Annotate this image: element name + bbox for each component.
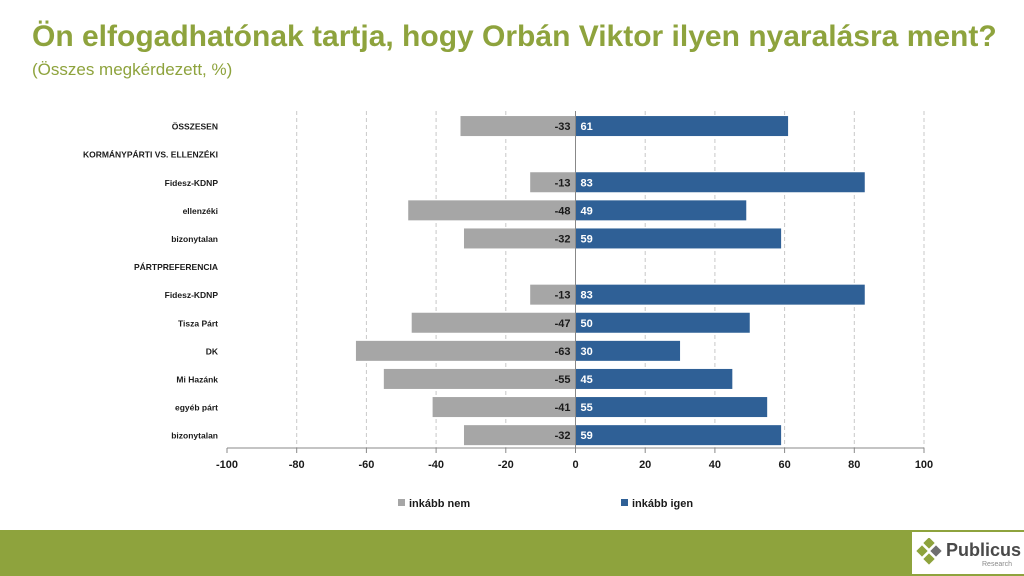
category-label: bizonytalan xyxy=(171,234,218,244)
category-label: ÖSSZESEN xyxy=(172,122,218,132)
data-label-inkabb-igen: 61 xyxy=(581,121,593,133)
publicus-logo: Publicus Research xyxy=(912,532,1024,574)
logo-brand-name: Publicus xyxy=(946,540,1022,560)
diverging-bar-chart: -33 61 -13 83 -48 49 -32 59 -13 83 -47 50 -63 30 -55 45… xyxy=(83,111,933,510)
category-label: ellenzéki xyxy=(183,206,218,216)
category-label: DK xyxy=(206,346,219,356)
bar-inkabb-nem xyxy=(383,368,576,389)
bar-inkabb-igen xyxy=(575,397,768,418)
bar-inkabb-nem xyxy=(530,172,576,193)
publicus-logo-icon xyxy=(916,538,942,565)
logo-brand-sub: Research xyxy=(982,561,1012,568)
bar-inkabb-igen xyxy=(575,200,747,221)
legend-label: inkább igen xyxy=(632,498,693,510)
bars: -33 61 -13 83 -48 49 -32 59 -13 83 -47 50 -63 30 -55 45… xyxy=(355,116,865,446)
data-label-inkabb-igen: 50 xyxy=(581,318,593,330)
x-tick-label: -100 xyxy=(216,459,238,471)
bar-inkabb-igen xyxy=(575,312,750,333)
bar-inkabb-igen xyxy=(575,425,782,446)
data-label-inkabb-igen: 49 xyxy=(581,205,593,217)
bar-inkabb-nem xyxy=(355,340,576,361)
data-label-inkabb-nem: -63 xyxy=(555,346,571,358)
category-label: Tisza Párt xyxy=(178,318,218,328)
bar-inkabb-nem xyxy=(408,200,576,221)
chart-subtitle: (Összes megkérdezett, %) xyxy=(32,60,233,79)
bar-inkabb-igen xyxy=(575,228,782,249)
category-label: Fidesz-KDNP xyxy=(165,290,219,300)
data-label-inkabb-nem: -55 xyxy=(555,374,571,386)
bar-inkabb-nem xyxy=(432,397,576,418)
bar-inkabb-nem xyxy=(411,312,576,333)
x-tick-label: 20 xyxy=(639,459,651,471)
data-label-inkabb-nem: -47 xyxy=(555,318,571,330)
chart-title: Ön elfogadhatónak tartja, hogy Orbán Vik… xyxy=(32,20,997,53)
data-label-inkabb-igen: 30 xyxy=(581,346,593,358)
category-labels: ÖSSZESEN KORMÁNYPÁRTI VS. ELLENZÉKI Fidesz… xyxy=(83,122,219,441)
bar-inkabb-igen xyxy=(575,340,681,361)
category-label: Fidesz-KDNP xyxy=(165,178,219,188)
x-tick-label: 40 xyxy=(709,459,721,471)
x-tick-label: -40 xyxy=(428,459,444,471)
x-tick-label: 60 xyxy=(778,459,790,471)
data-label-inkabb-nem: -13 xyxy=(555,177,571,189)
category-label: PÁRTPREFERENCIA xyxy=(134,262,218,272)
footer-bar xyxy=(0,530,1024,576)
bar-inkabb-igen xyxy=(575,284,865,305)
category-label: bizonytalan xyxy=(171,431,218,441)
data-label-inkabb-igen: 45 xyxy=(581,374,593,386)
data-label-inkabb-igen: 83 xyxy=(581,290,593,302)
gridlines xyxy=(296,111,925,448)
bar-inkabb-igen xyxy=(575,368,733,389)
data-label-inkabb-nem: -33 xyxy=(555,121,571,133)
x-tick-label: 100 xyxy=(915,459,933,471)
x-tick-label: -60 xyxy=(358,459,374,471)
category-label: KORMÁNYPÁRTI VS. ELLENZÉKI xyxy=(83,150,218,160)
legend-swatch xyxy=(398,499,405,506)
data-label-inkabb-nem: -41 xyxy=(555,402,571,414)
legend-swatch xyxy=(621,499,628,506)
bar-inkabb-nem xyxy=(530,284,576,305)
legend: inkább nem inkább igen xyxy=(398,498,693,510)
data-label-inkabb-igen: 59 xyxy=(581,430,593,442)
data-label-inkabb-igen: 55 xyxy=(581,402,593,414)
x-tick-label: 0 xyxy=(572,459,578,471)
category-label: Mi Hazánk xyxy=(176,374,218,384)
x-axis: -100 -80 -60 -40 -20 0 20 40 60 80 100 xyxy=(216,111,933,471)
data-label-inkabb-nem: -32 xyxy=(555,430,571,442)
data-label-inkabb-nem: -48 xyxy=(555,205,571,217)
x-tick-label: -80 xyxy=(289,459,305,471)
data-label-inkabb-nem: -13 xyxy=(555,290,571,302)
bar-inkabb-nem xyxy=(463,425,576,446)
category-label: egyéb párt xyxy=(175,403,218,413)
legend-label: inkább nem xyxy=(409,498,470,510)
x-tick-label: 80 xyxy=(848,459,860,471)
data-label-inkabb-igen: 83 xyxy=(581,177,593,189)
bar-inkabb-nem xyxy=(460,116,576,137)
bar-inkabb-igen xyxy=(575,116,789,137)
bar-inkabb-nem xyxy=(463,228,576,249)
data-label-inkabb-igen: 59 xyxy=(581,233,593,245)
bar-inkabb-igen xyxy=(575,172,865,193)
x-tick-label: -20 xyxy=(498,459,514,471)
data-label-inkabb-nem: -32 xyxy=(555,233,571,245)
